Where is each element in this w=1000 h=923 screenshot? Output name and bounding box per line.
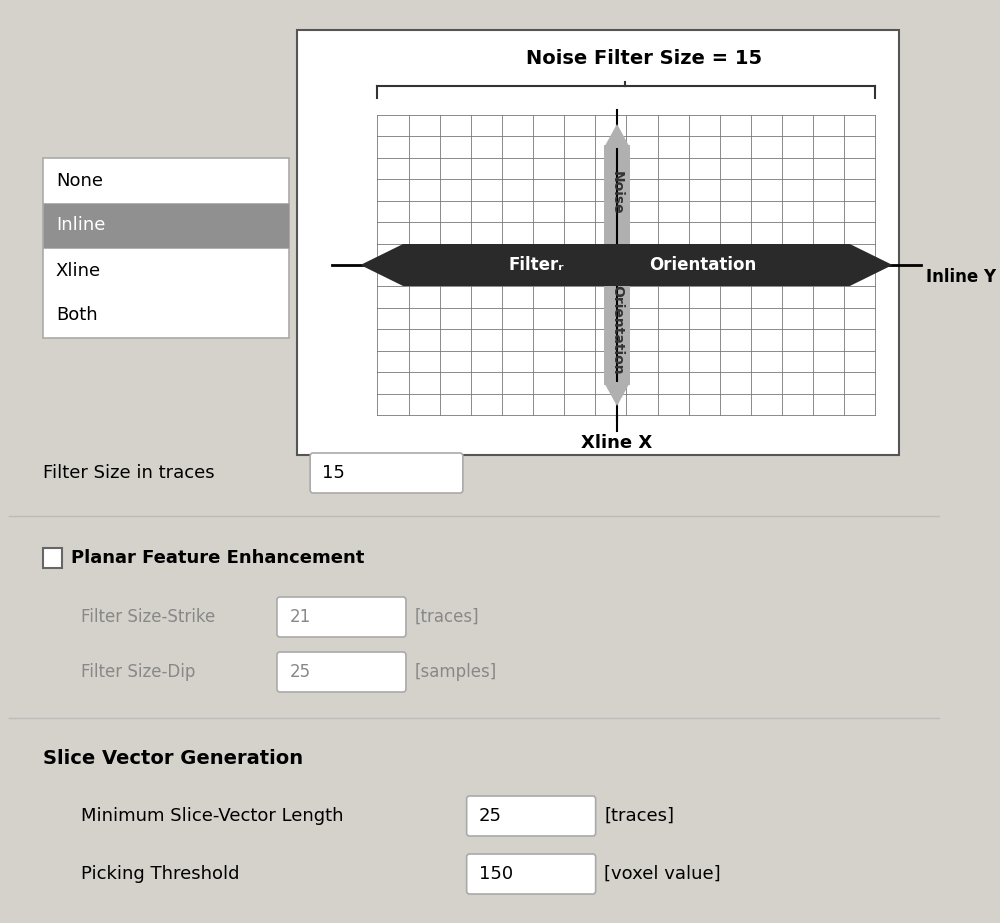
- Bar: [43, 203, 289, 248]
- Text: Orientation: Orientation: [610, 284, 624, 375]
- Bar: [403, 244, 850, 286]
- Text: Picking Threshold: Picking Threshold: [81, 865, 239, 883]
- Text: [samples]: [samples]: [414, 663, 497, 681]
- Text: Orientation: Orientation: [649, 256, 756, 274]
- Text: 15: 15: [322, 464, 345, 482]
- Bar: [604, 270, 630, 385]
- FancyBboxPatch shape: [277, 597, 406, 637]
- FancyBboxPatch shape: [277, 652, 406, 692]
- Text: None: None: [56, 172, 103, 189]
- Text: [traces]: [traces]: [604, 807, 674, 825]
- Bar: [43, 158, 289, 338]
- Polygon shape: [604, 124, 630, 148]
- Text: Xline X: Xline X: [581, 434, 653, 452]
- Polygon shape: [604, 382, 630, 406]
- FancyBboxPatch shape: [467, 854, 596, 894]
- Text: Minimum Slice-Vector Length: Minimum Slice-Vector Length: [81, 807, 343, 825]
- Text: Inline Y: Inline Y: [926, 268, 996, 286]
- Bar: [297, 30, 899, 455]
- Bar: [43, 548, 62, 568]
- Text: Filter Size in traces: Filter Size in traces: [43, 464, 214, 482]
- Text: [voxel value]: [voxel value]: [604, 865, 721, 883]
- Text: Noise Filter Size = 15: Noise Filter Size = 15: [526, 49, 762, 67]
- Bar: [604, 145, 630, 260]
- Text: 150: 150: [479, 865, 513, 883]
- Text: Planar Feature Enhancement: Planar Feature Enhancement: [71, 549, 365, 567]
- Text: Xline: Xline: [56, 261, 101, 280]
- Polygon shape: [850, 244, 893, 286]
- FancyBboxPatch shape: [467, 796, 596, 836]
- Text: 25: 25: [479, 807, 502, 825]
- Text: Filter Size-Strike: Filter Size-Strike: [81, 608, 215, 626]
- Text: 21: 21: [289, 608, 311, 626]
- Text: Filterᵣ: Filterᵣ: [509, 256, 564, 274]
- Text: Filter Size-Dip: Filter Size-Dip: [81, 663, 195, 681]
- Text: Slice Vector Generation: Slice Vector Generation: [43, 749, 303, 768]
- Text: Both: Both: [56, 306, 98, 325]
- Text: [traces]: [traces]: [414, 608, 479, 626]
- Polygon shape: [360, 244, 403, 286]
- Text: Inline: Inline: [56, 217, 105, 234]
- Text: 25: 25: [289, 663, 310, 681]
- FancyBboxPatch shape: [310, 453, 463, 493]
- Text: Noise: Noise: [610, 171, 624, 214]
